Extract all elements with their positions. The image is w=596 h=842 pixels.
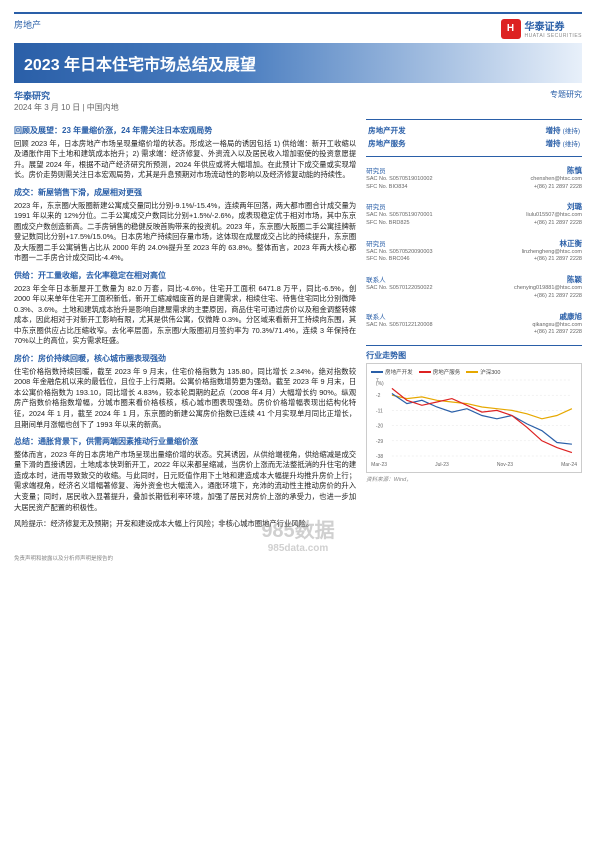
brand-name-en: HUATAI SECURITIES	[525, 33, 583, 39]
analyst-phone: +(86) 21 2897 2228	[534, 293, 582, 301]
analyst-name: 林正衡	[560, 238, 583, 249]
svg-text:(%): (%)	[376, 381, 384, 387]
analyst-block: 研究员 林正衡 SAC No. S0570520090003 linzhenghen…	[366, 236, 582, 266]
x-tick: Nov-23	[497, 462, 513, 468]
risk-text: 经济修复无及预期；开发和建设成本大幅上行风险；非核心城市圈地产行业风险。	[50, 519, 313, 528]
category-label: 房地产	[14, 18, 41, 31]
legend-swatch-icon	[466, 371, 478, 373]
analyst-name: 刘璐	[567, 201, 582, 212]
report-region: 中国内地	[87, 103, 119, 112]
analyst-email: chenying019881@htsc.com	[514, 285, 582, 293]
analyst-phone: +(86) 21 2897 2228	[534, 329, 582, 337]
svg-text:-20: -20	[376, 423, 383, 429]
org-name: 华泰研究	[14, 89, 119, 102]
legend-label: 沪深300	[480, 368, 500, 376]
analyst-email: liulu015507@htsc.com	[526, 212, 582, 220]
rating-sector: 房地产开发	[368, 125, 406, 136]
legend-swatch-icon	[371, 371, 383, 373]
rating-sector: 房地产服务	[368, 138, 406, 149]
x-tick: Jul-23	[435, 462, 449, 468]
section-heading: 总结：通胀背景下，供需两端因素推动行业量缩价涨	[14, 436, 356, 448]
analyst-sfc: SFC No. BRC046	[366, 256, 409, 264]
analyst-block: 联系人 戚康旭 SAC No. S0570122120008 qikangxu@ht…	[366, 309, 582, 339]
rating-value: 增持	[546, 126, 561, 135]
analyst-name: 陈颖	[567, 274, 582, 285]
section-body: 2023 年，东京圈/大阪圈新建公寓成交量同比分别-9.1%/-15.4%，连续…	[14, 201, 356, 264]
analyst-email: qikangxu@htsc.com	[532, 322, 582, 330]
rating-status: (维持)	[563, 128, 580, 135]
rating-value: 增持	[546, 139, 561, 148]
svg-text:-2: -2	[376, 393, 381, 399]
analyst-sfc: SFC No. BIO834	[366, 184, 407, 192]
report-date: 2024 年 3 月 10 日	[14, 103, 80, 112]
analyst-role: 研究员	[366, 165, 386, 175]
analyst-role: 研究员	[366, 238, 386, 248]
analyst-name: 陈慎	[567, 165, 582, 176]
section-heading: 回顾及展望：23 年量缩价涨，24 年需关注日本宏观局势	[14, 125, 356, 137]
brand-name-cn: 华泰证券	[525, 18, 583, 33]
analyst-sac: SAC No. S0570520090003	[366, 249, 432, 257]
section-body: 回顾 2023 年，日本房地产市场呈现量缩价增的状态。形成这一格局的诱因包括 1…	[14, 139, 356, 181]
watermark-line2: 985data.com	[261, 543, 334, 554]
analyst-role: 研究员	[366, 201, 386, 211]
legend-swatch-icon	[419, 371, 431, 373]
analyst-role: 联系人	[366, 311, 386, 321]
analyst-name: 戚康旭	[560, 311, 583, 322]
legend-label: 房地产开发	[385, 368, 413, 376]
analyst-sac: SAC No. S0570122050022	[366, 285, 432, 293]
svg-text:-11: -11	[376, 408, 383, 414]
section-body: 住宅价格指数持续回暖，截至 2023 年 9 月末，住宅价格指数为 135.80…	[14, 367, 356, 430]
rating-row: 房地产服务 增持 (维持)	[368, 137, 580, 150]
ratings-box: 房地产开发 增持 (维持) 房地产服务 增持 (维持)	[366, 119, 582, 157]
section-body: 2023 年全年日本新屋开工数量为 82.0 万套，同比-4.6%，住宅开工面积…	[14, 284, 356, 347]
chart-source: 资料来源：Wind，	[366, 475, 582, 483]
doc-type: 专题研究	[550, 89, 582, 113]
rating-row: 房地产开发 增持 (维持)	[368, 124, 580, 137]
section-heading: 成交：新屋销售下滑，成屋相对更强	[14, 187, 356, 199]
analyst-sac: SAC No. S0570519070001	[366, 212, 432, 220]
section-heading: 房价：房价持续回暖，核心城市圈表现强劲	[14, 353, 356, 365]
svg-text:-38: -38	[376, 454, 383, 458]
analyst-block: 研究员 刘璐 SAC No. S0570519070001 liulu015507@…	[366, 199, 582, 229]
legend-label: 房地产服务	[433, 368, 461, 376]
analyst-email: linzhengheng@htsc.com	[522, 249, 582, 257]
performance-chart: 房地产开发 房地产服务 沪深300 7-2-11-20-29-38(%) Mar…	[366, 363, 582, 473]
chart-title: 行业走势图	[366, 350, 582, 361]
analyst-role: 联系人	[366, 274, 386, 284]
analyst-phone: +(86) 21 2897 2228	[534, 256, 582, 264]
analyst-sfc: SFC No. BRD825	[366, 220, 409, 228]
svg-text:-29: -29	[376, 439, 383, 445]
analyst-block: 研究员 陈慎 SAC No. S0570519010002 chenshen@hts…	[366, 163, 582, 193]
chart-svg: 7-2-11-20-29-38(%)	[371, 378, 577, 458]
section-body: 整体而言，2023 年的日本房地产市场呈现出量缩价增的状态。究其诱因，从供给端视…	[14, 450, 356, 513]
x-tick: Mar-23	[371, 462, 387, 468]
brand-mark-icon: H	[501, 19, 521, 39]
analyst-sac: SAC No. S0570122120008	[366, 322, 432, 330]
risk-label: 风险提示：	[14, 519, 50, 528]
brand-logo: H 华泰证券 HUATAI SECURITIES	[501, 18, 583, 39]
analyst-phone: +(86) 21 2897 2228	[534, 184, 582, 192]
analyst-block: 联系人 陈颖 SAC No. S0570122050022 chenying0198…	[366, 272, 582, 302]
disclaimer-text: 免责声明和披露以及分析师声明是报告的	[14, 554, 582, 562]
section-heading: 供给：开工量收缩，去化率稳定在相对高位	[14, 270, 356, 282]
x-tick: Mar-24	[561, 462, 577, 468]
analyst-email: chenshen@htsc.com	[531, 176, 582, 184]
report-title: 2023 年日本住宅市场总结及展望	[14, 43, 582, 83]
analyst-sac: SAC No. S0570519010002	[366, 176, 432, 184]
analyst-phone: +(86) 21 2897 2228	[534, 220, 582, 228]
rating-status: (维持)	[563, 141, 580, 148]
